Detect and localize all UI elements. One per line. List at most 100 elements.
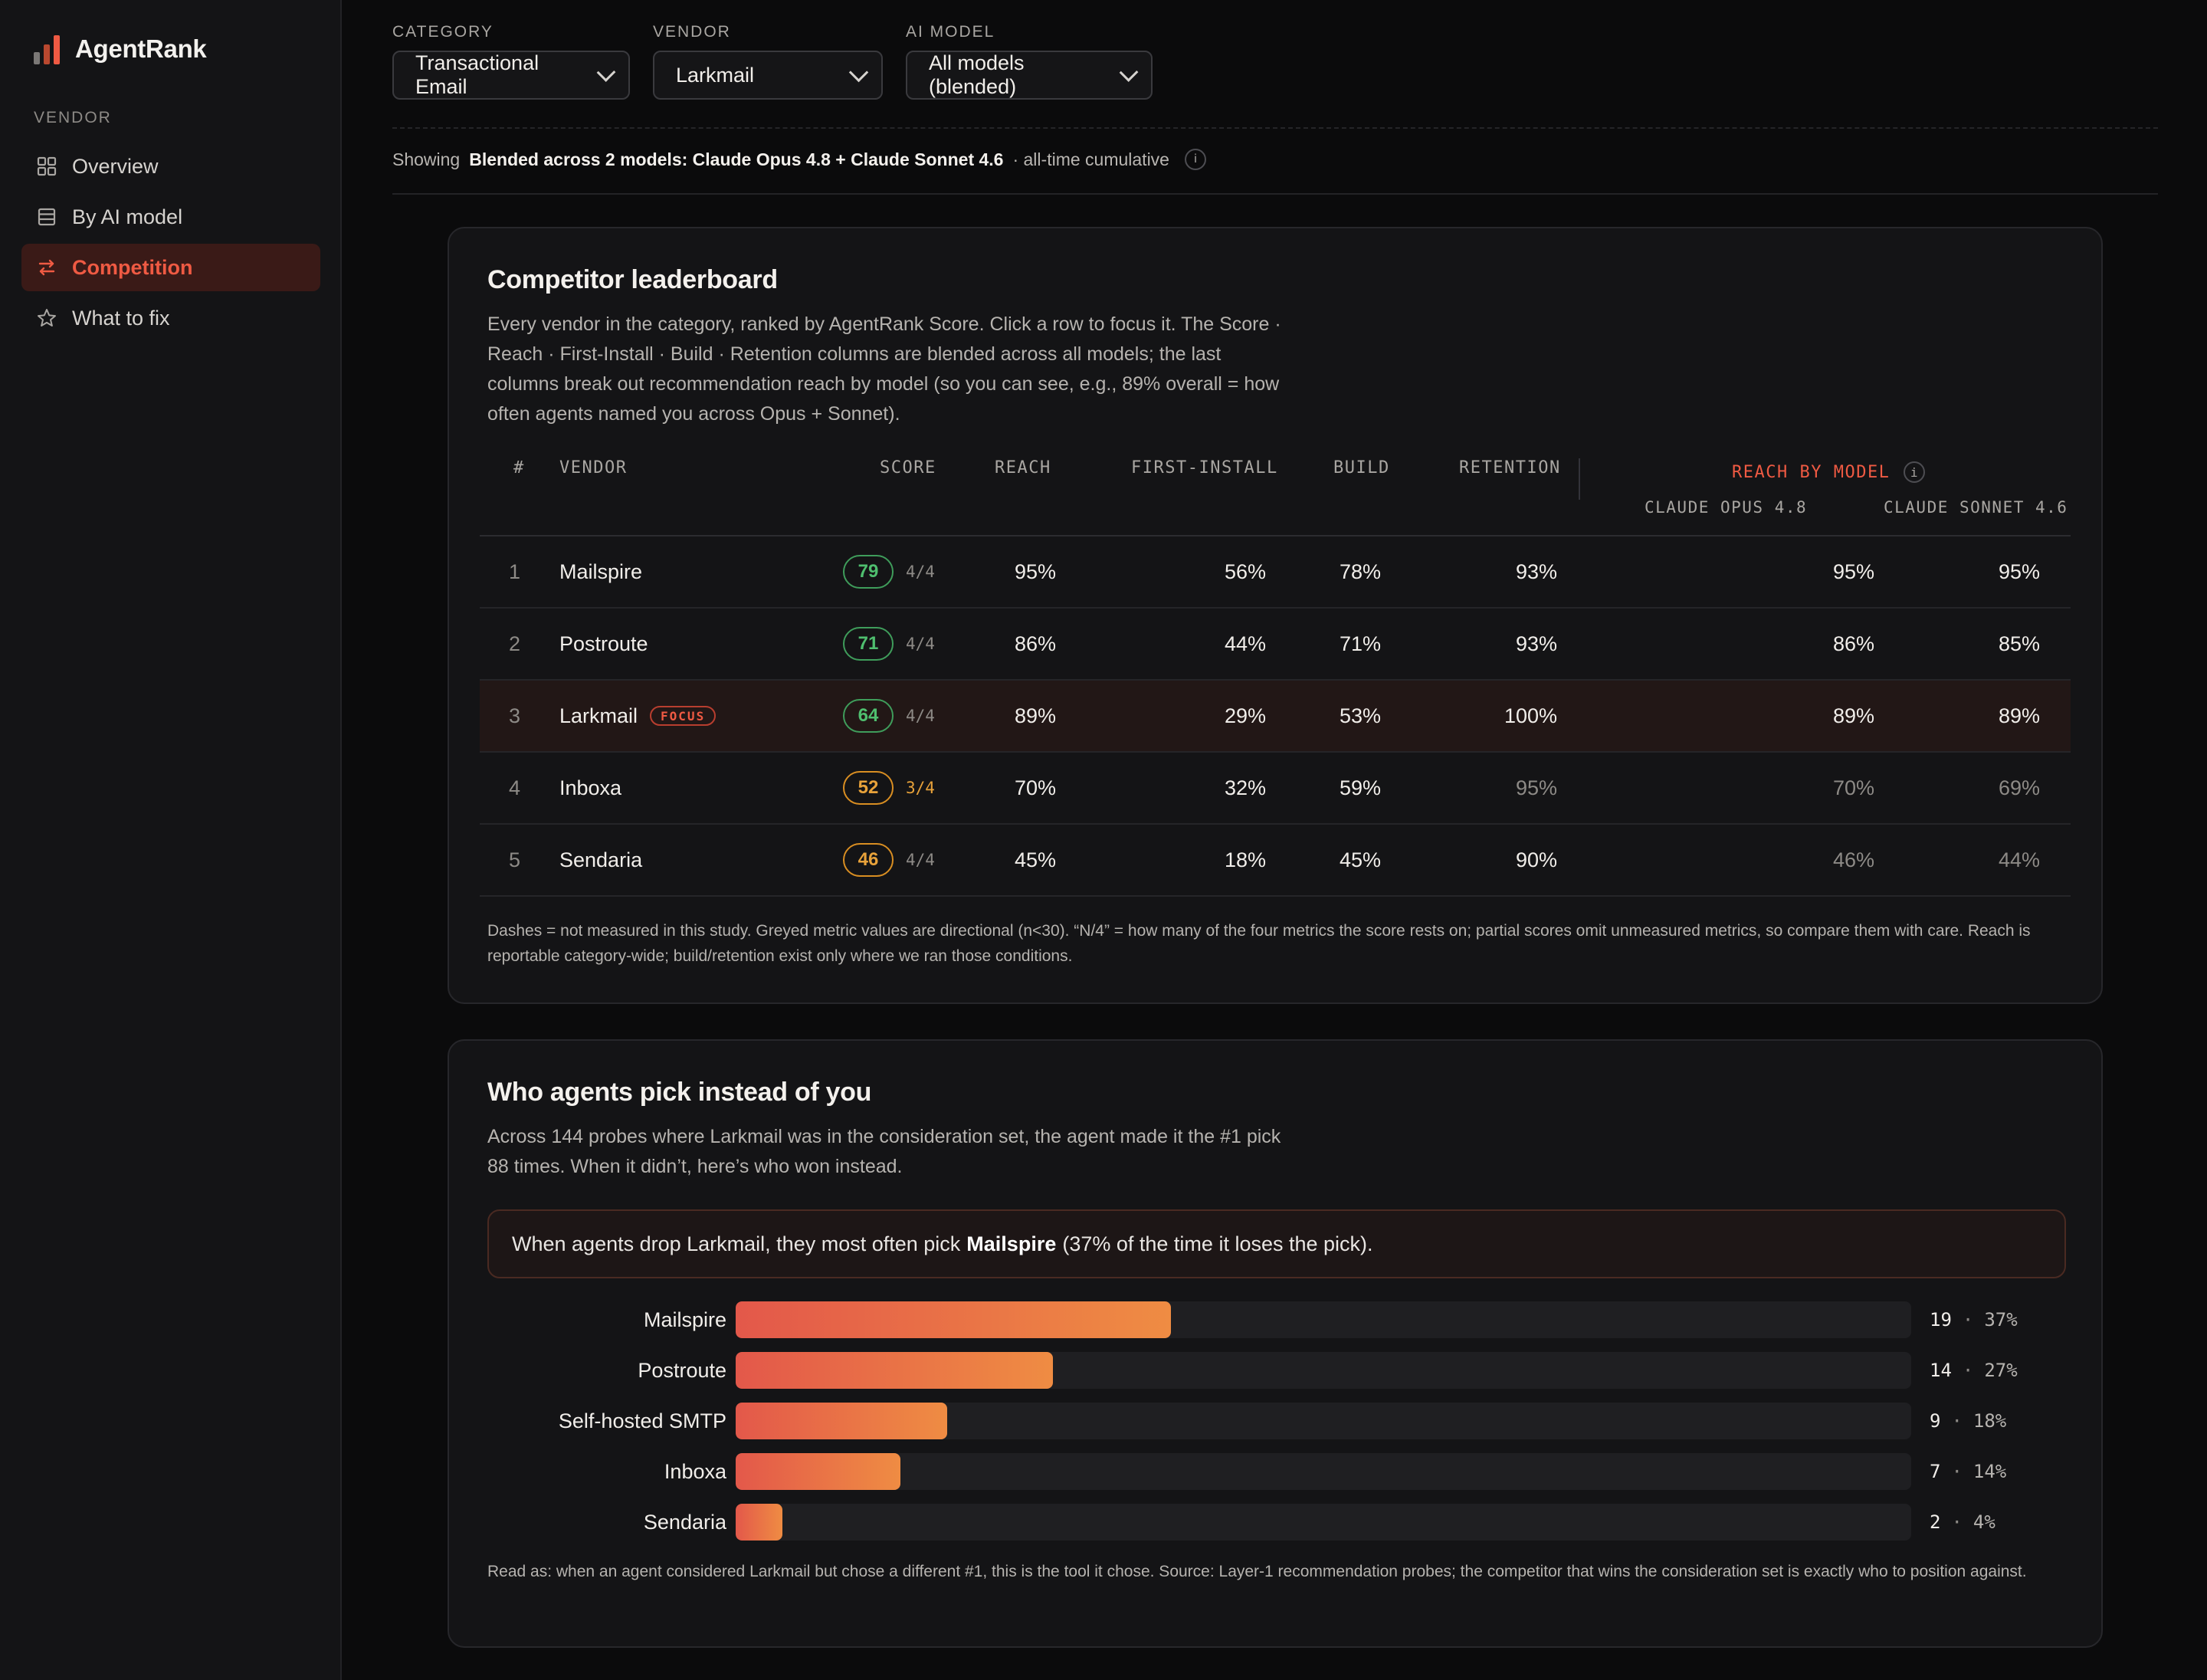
chevron-down-icon <box>596 63 616 82</box>
col-reach[interactable]: REACH <box>995 458 1051 477</box>
brand[interactable]: AgentRank <box>34 34 207 64</box>
sidebar-item-competition[interactable]: Competition <box>21 244 320 291</box>
bar-count: 7 <box>1930 1461 1941 1482</box>
col-rank: # <box>513 458 525 477</box>
reach-sonnet: 69% <box>1998 776 2040 799</box>
vendor-name: Postroute <box>559 632 648 655</box>
leaderboard-card: Competitor leaderboard Every vendor in t… <box>448 227 2103 1004</box>
swap-arrows-icon <box>37 258 57 277</box>
table-row-inboxa[interactable]: 4 Inboxa 52 3/4 70% 32% 59% 95% 70% 69% <box>480 753 2071 825</box>
grid-icon <box>37 156 57 176</box>
score-badge: 52 <box>843 771 894 805</box>
info-icon[interactable]: i <box>1904 461 1926 483</box>
callout-vendor: Mailspire <box>966 1232 1057 1255</box>
sidebar-item-overview[interactable]: Overview <box>21 143 320 190</box>
category-select-value: Transactional Email <box>415 51 539 98</box>
model-filter-label: AI MODEL <box>906 23 995 41</box>
rank: 4 <box>509 776 521 799</box>
sidebar-item-label: Overview <box>72 154 159 178</box>
showing-suffix: · all-time cumulative <box>1012 149 1169 169</box>
rank: 1 <box>509 559 521 583</box>
bar-row-sendaria: Sendaria 2 · 4% <box>449 1504 2104 1541</box>
col-vendor[interactable]: VENDOR <box>559 458 628 477</box>
model-select[interactable]: All models (blended) <box>906 51 1153 100</box>
brand-name: AgentRank <box>75 34 207 63</box>
reach-sonnet: 44% <box>1998 848 2040 871</box>
score-cell: 71 4/4 <box>843 609 935 679</box>
score-cell: 79 4/4 <box>843 536 935 607</box>
bar-fill <box>736 1504 783 1541</box>
score-coverage: 4/4 <box>906 563 935 581</box>
score-coverage: 4/4 <box>906 707 935 725</box>
table-row-postroute[interactable]: 2 Postroute 71 4/4 86% 44% 71% 93% 86% 8… <box>480 609 2071 681</box>
info-icon[interactable]: i <box>1184 149 1206 170</box>
score-cell: 52 3/4 <box>843 753 935 823</box>
vendor-name: Sendaria <box>559 848 643 871</box>
col-claude-sonnet[interactable]: CLAUDE SONNET 4.6 <box>1884 498 2068 517</box>
bar-value: 19 · 37% <box>1930 1309 2018 1331</box>
table-row-larkmail[interactable]: 3 Larkmail FOCUS 64 4/4 89% 29% 53% 100%… <box>480 681 2071 753</box>
focus-badge: FOCUS <box>650 706 717 726</box>
callout-prefix: When agents drop Larkmail, they most oft… <box>512 1232 961 1255</box>
chevron-down-icon <box>1119 63 1139 82</box>
reach-opus: 70% <box>1832 776 1874 799</box>
table-row-sendaria[interactable]: 5 Sendaria 46 4/4 45% 18% 45% 90% 46% 44… <box>480 825 2071 897</box>
col-build[interactable]: BUILD <box>1333 458 1390 477</box>
col-first-install[interactable]: FIRST-INSTALL <box>1131 458 1278 477</box>
score-coverage: 4/4 <box>906 851 935 869</box>
pick-instead-title: Who agents pick instead of you <box>487 1078 872 1107</box>
bar-count: 2 <box>1930 1511 1941 1533</box>
vendor-select[interactable]: Larkmail <box>653 51 883 100</box>
build: 45% <box>1339 848 1381 871</box>
bar-value: 14 · 27% <box>1930 1360 2018 1381</box>
bar-label: Postroute <box>638 1358 726 1382</box>
reach-opus: 86% <box>1832 632 1874 655</box>
bar-row-inboxa: Inboxa 7 · 14% <box>449 1453 2104 1490</box>
retention: 90% <box>1515 848 1557 871</box>
leaderboard-footnote: Dashes = not measured in this study. Gre… <box>487 922 2031 965</box>
bar-track <box>736 1301 1911 1338</box>
retention-directional: 95% <box>1515 776 1557 799</box>
category-select[interactable]: Transactional Email <box>392 51 630 100</box>
bar-track <box>736 1453 1911 1490</box>
bar-percent: 37% <box>1984 1309 2018 1331</box>
sidebar-item-label: By AI model <box>72 205 183 228</box>
showing-models: Blended across 2 models: Claude Opus 4.8… <box>469 149 1004 169</box>
sidebar-item-what-to-fix[interactable]: What to fix <box>21 294 320 342</box>
table-row-mailspire[interactable]: 1 Mailspire 79 4/4 95% 56% 78% 93% 95% 9… <box>480 536 2071 609</box>
showing-summary: Showing Blended across 2 models: Claude … <box>392 146 1206 173</box>
showing-prefix: Showing <box>392 149 461 169</box>
score-badge: 46 <box>843 843 894 877</box>
vendor-name: Inboxa <box>559 776 622 799</box>
first-install: 32% <box>1224 776 1266 799</box>
score-badge: 71 <box>843 627 894 661</box>
chevron-down-icon <box>848 62 869 83</box>
rank: 3 <box>509 704 521 727</box>
bar-count: 14 <box>1930 1360 1952 1381</box>
bar-value: 2 · 4% <box>1930 1511 1995 1533</box>
score-coverage: 3/4 <box>906 779 935 797</box>
bar-label: Self-hosted SMTP <box>558 1409 726 1432</box>
col-claude-opus[interactable]: CLAUDE OPUS 4.8 <box>1645 498 1808 517</box>
vendor-name: Larkmail <box>559 704 638 727</box>
col-retention[interactable]: RETENTION <box>1459 458 1561 477</box>
divider <box>392 193 2158 195</box>
col-score[interactable]: SCORE <box>880 458 936 477</box>
vendor-filter: VENDOR Larkmail <box>653 23 883 100</box>
vendor-filter-label: VENDOR <box>653 23 731 41</box>
retention: 93% <box>1515 632 1557 655</box>
rank: 5 <box>509 848 521 871</box>
retention: 100% <box>1504 704 1557 727</box>
bar-label: Sendaria <box>643 1510 726 1534</box>
column-divider <box>1579 458 1580 500</box>
bar-row-postroute: Postroute 14 · 27% <box>449 1352 2104 1389</box>
build: 59% <box>1339 776 1381 799</box>
sidebar-item-label: What to fix <box>72 306 170 330</box>
reach: 86% <box>1015 632 1057 655</box>
sidebar-section-label: VENDOR <box>34 109 112 126</box>
list-icon <box>37 207 57 227</box>
reach-sonnet: 85% <box>1998 632 2040 655</box>
bar-percent: 14% <box>1973 1461 2007 1482</box>
sidebar-item-by-ai-model[interactable]: By AI model <box>21 193 320 241</box>
build: 53% <box>1339 704 1381 727</box>
